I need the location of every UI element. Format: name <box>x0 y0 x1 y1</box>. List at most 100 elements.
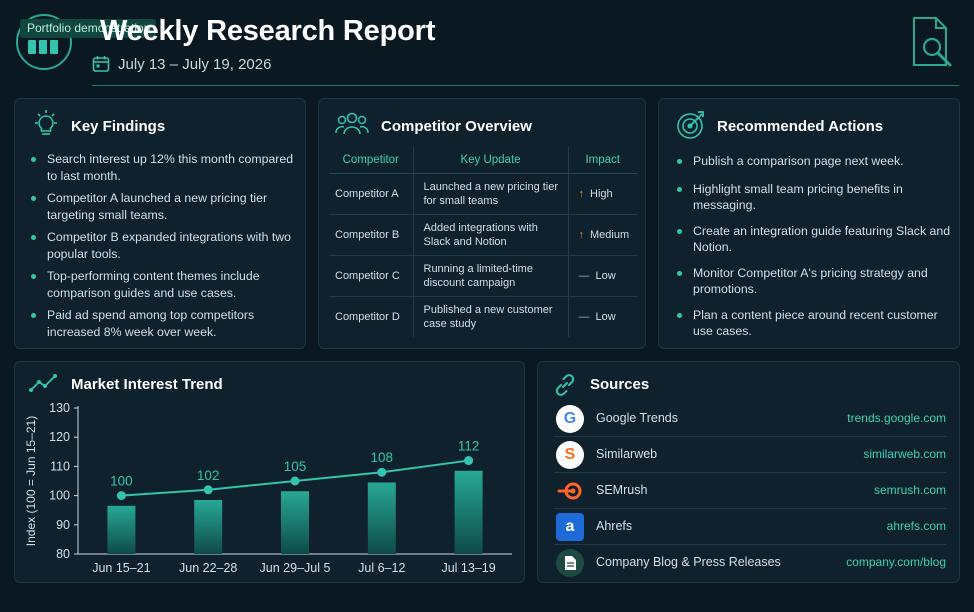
arrow-up-icon: ↑ <box>578 228 585 241</box>
key-findings-panel: Key Findings Search interest up 12% this… <box>14 98 306 349</box>
y-tick-label: 130 <box>49 401 70 415</box>
date-range: July 13 – July 19, 2026 <box>118 56 272 73</box>
dash-icon: — <box>578 269 590 282</box>
list-item: Top-performing content themes include co… <box>29 268 295 301</box>
data-point <box>464 456 474 466</box>
source-link[interactable]: company.com/blog <box>846 555 946 569</box>
list-item: Publish a comparison page next week. <box>675 153 951 170</box>
source-name: SEMrush <box>596 483 648 497</box>
competitor-overview-panel: Competitor Overview Competitor Key Updat… <box>318 98 646 349</box>
lightbulb-icon <box>35 110 57 135</box>
data-label: 105 <box>284 459 307 474</box>
impact-value: Medium <box>590 228 630 241</box>
y-tick-label: 120 <box>49 430 70 444</box>
market-trend-chart: Index (100 = Jun 15–21) 80 90 100 110 120 130… <box>24 401 512 575</box>
data-point <box>116 491 126 501</box>
document-icon <box>556 549 584 577</box>
list-item: Plan a content piece around recent custo… <box>675 307 951 340</box>
calendar-icon <box>92 56 110 72</box>
bar-chart-logo-icon <box>28 40 58 54</box>
source-link[interactable]: similarweb.com <box>863 447 946 461</box>
table-row: Competitor C Running a limited-time disc… <box>329 255 637 297</box>
data-point <box>377 467 387 477</box>
source-link[interactable]: semrush.com <box>873 483 946 497</box>
impact-value: Low <box>595 310 616 323</box>
similarweb-icon: S <box>556 441 584 469</box>
market-trend-title: Market Interest Trend <box>71 376 223 393</box>
table-row: Competitor B Added integrations with Sla… <box>329 214 637 256</box>
trend-line-icon <box>29 374 57 392</box>
ahrefs-icon: a <box>556 513 584 541</box>
column-header-key-update: Key Update <box>412 147 568 174</box>
data-label: 112 <box>458 439 480 454</box>
recommended-actions-panel: Recommended Actions Publish a comparison… <box>658 98 960 349</box>
semrush-icon <box>557 482 582 500</box>
column-header-impact: Impact <box>567 147 637 174</box>
source-row-similarweb[interactable]: S Similarweb similarweb.com <box>554 437 946 473</box>
y-tick-label: 110 <box>50 459 70 473</box>
competitor-name: Competitor C <box>329 255 413 297</box>
y-tick-label: 100 <box>49 489 70 503</box>
competitor-update: Added integrations with Slack and Notion <box>412 214 568 256</box>
source-link[interactable]: ahrefs.com <box>886 519 946 533</box>
header-divider <box>92 85 959 86</box>
sources-title: Sources <box>590 376 650 393</box>
google-icon: G <box>556 405 584 433</box>
list-item: Create an integration guide featuring Sl… <box>675 223 951 256</box>
competitor-update: Published a new customer case study <box>412 296 568 337</box>
recommended-actions-title: Recommended Actions <box>717 118 884 135</box>
source-link[interactable]: trends.google.com <box>847 411 946 425</box>
x-tick-label: Jul 6–12 <box>358 561 405 575</box>
data-label: 108 <box>371 450 394 465</box>
list-item: Monitor Competitor A's pricing strategy … <box>675 265 951 298</box>
source-name: Similarweb <box>596 447 658 461</box>
impact-value: High <box>590 187 613 200</box>
list-item: Competitor A launched a new pricing tier… <box>29 190 295 223</box>
data-label: 100 <box>110 474 133 489</box>
competitor-name: Competitor D <box>335 310 400 323</box>
dash-icon: — <box>578 310 590 323</box>
bar <box>107 505 136 554</box>
competitor-overview-title: Competitor Overview <box>381 118 532 135</box>
document-search-icon <box>913 17 952 67</box>
bar <box>281 491 309 554</box>
y-axis-label: Index (100 = Jun 15–21) <box>24 416 38 546</box>
list-item: Search interest up 12% this month compar… <box>29 151 295 184</box>
arrow-up-icon: ↑ <box>578 187 585 200</box>
source-row-semrush[interactable]: SEMrush semrush.com <box>554 473 946 509</box>
key-findings-list: Search interest up 12% this month compar… <box>29 151 295 346</box>
source-row-ahrefs[interactable]: a Ahrefs ahrefs.com <box>554 509 946 545</box>
competitor-name: Competitor A <box>329 173 413 215</box>
source-name: Ahrefs <box>596 519 633 533</box>
link-icon <box>555 374 575 396</box>
portfolio-badge: Portfolio demonstration <box>20 19 157 38</box>
competitor-name: Competitor B <box>329 214 413 256</box>
list-item: Competitor B expanded integrations with … <box>29 229 295 262</box>
logo-ring <box>16 14 72 70</box>
data-label: 102 <box>197 468 220 483</box>
bar <box>194 499 223 554</box>
list-item: Highlight small team pricing benefits in… <box>675 181 951 214</box>
sources-panel: Sources G Google Trends trends.google.co… <box>537 361 960 583</box>
key-findings-title: Key Findings <box>71 118 166 135</box>
table-row: Competitor A Launched a new pricing tier… <box>329 173 637 215</box>
source-name: Google Trends <box>596 411 678 425</box>
y-tick-label: 90 <box>56 518 70 532</box>
recommended-actions-list: Publish a comparison page next week. Hig… <box>675 153 951 346</box>
users-icon <box>335 112 369 135</box>
source-row-company-blog[interactable]: Company Blog & Press Releases company.co… <box>554 545 946 581</box>
data-point <box>203 485 213 495</box>
list-item: Paid ad spend among top competitors incr… <box>29 307 295 340</box>
competitor-update: Running a limited-time discount campaign <box>412 255 568 297</box>
x-tick-label: Jun 15–21 <box>92 561 150 575</box>
data-point <box>290 476 300 486</box>
page-title: Weekly Research Report <box>100 15 436 47</box>
x-tick-label: Jun 22–28 <box>179 561 237 575</box>
y-tick-label: 80 <box>56 547 70 561</box>
source-row-google-trends[interactable]: G Google Trends trends.google.com <box>554 401 946 437</box>
market-trend-panel: Market Interest Trend <box>14 361 525 583</box>
target-icon <box>677 111 704 139</box>
bar <box>367 482 396 554</box>
column-header-competitor: Competitor <box>329 147 413 174</box>
x-tick-label: Jul 13–19 <box>441 561 495 575</box>
